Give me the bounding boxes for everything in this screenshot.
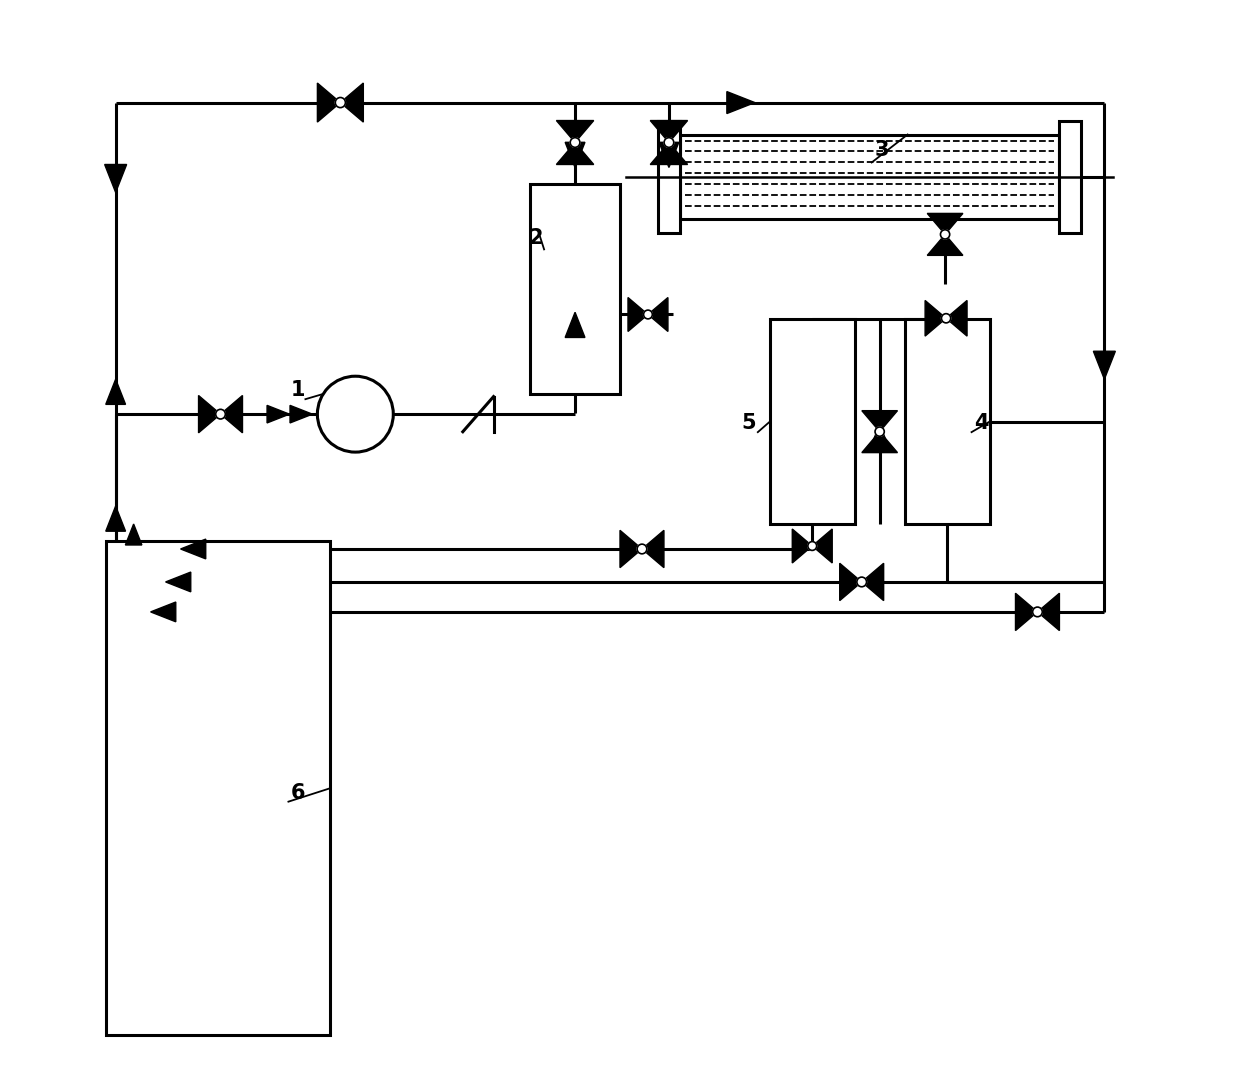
Polygon shape — [928, 234, 963, 256]
Circle shape — [941, 314, 951, 323]
Polygon shape — [649, 297, 668, 332]
Polygon shape — [557, 143, 594, 164]
Circle shape — [1033, 607, 1043, 616]
Polygon shape — [317, 83, 340, 122]
Circle shape — [940, 230, 950, 240]
Circle shape — [570, 137, 580, 147]
Circle shape — [335, 98, 346, 107]
Polygon shape — [839, 563, 862, 600]
Polygon shape — [869, 424, 889, 449]
Polygon shape — [340, 83, 363, 122]
Text: 5: 5 — [742, 413, 756, 433]
Polygon shape — [565, 143, 585, 168]
Text: 6: 6 — [290, 783, 305, 802]
Bar — [658, 120, 680, 233]
Text: 1: 1 — [290, 380, 305, 401]
Polygon shape — [557, 120, 594, 143]
Polygon shape — [925, 301, 946, 336]
Polygon shape — [290, 405, 312, 423]
Bar — [531, 185, 620, 394]
Polygon shape — [104, 164, 126, 192]
Polygon shape — [620, 531, 642, 568]
Polygon shape — [565, 313, 585, 337]
Polygon shape — [150, 603, 176, 622]
Bar — [105, 541, 330, 1035]
Polygon shape — [105, 379, 125, 405]
Polygon shape — [1094, 351, 1115, 379]
Polygon shape — [105, 506, 125, 532]
Polygon shape — [221, 395, 243, 433]
Polygon shape — [267, 405, 289, 423]
Polygon shape — [198, 395, 221, 433]
Bar — [770, 319, 854, 524]
Circle shape — [807, 541, 817, 550]
Circle shape — [665, 137, 673, 147]
Text: 4: 4 — [975, 413, 990, 433]
Polygon shape — [792, 529, 812, 563]
Polygon shape — [166, 572, 191, 592]
Text: 3: 3 — [874, 141, 889, 160]
Polygon shape — [1038, 593, 1059, 630]
Polygon shape — [650, 120, 688, 143]
Polygon shape — [862, 410, 898, 432]
Bar — [1059, 120, 1081, 233]
Circle shape — [857, 577, 867, 586]
Polygon shape — [862, 432, 898, 452]
Polygon shape — [812, 529, 832, 563]
Polygon shape — [862, 563, 884, 600]
Polygon shape — [727, 91, 755, 114]
Bar — [680, 134, 1059, 219]
Polygon shape — [1016, 593, 1038, 630]
Text: 2: 2 — [528, 229, 543, 248]
Circle shape — [216, 409, 226, 419]
Bar — [905, 319, 990, 524]
Polygon shape — [658, 143, 678, 168]
Polygon shape — [946, 301, 967, 336]
Polygon shape — [627, 297, 649, 332]
Polygon shape — [650, 143, 688, 164]
Circle shape — [644, 310, 652, 319]
Polygon shape — [181, 539, 206, 558]
Circle shape — [875, 427, 884, 436]
Circle shape — [317, 376, 393, 452]
Polygon shape — [125, 524, 141, 545]
Polygon shape — [928, 214, 963, 234]
Polygon shape — [642, 531, 663, 568]
Circle shape — [637, 545, 647, 554]
